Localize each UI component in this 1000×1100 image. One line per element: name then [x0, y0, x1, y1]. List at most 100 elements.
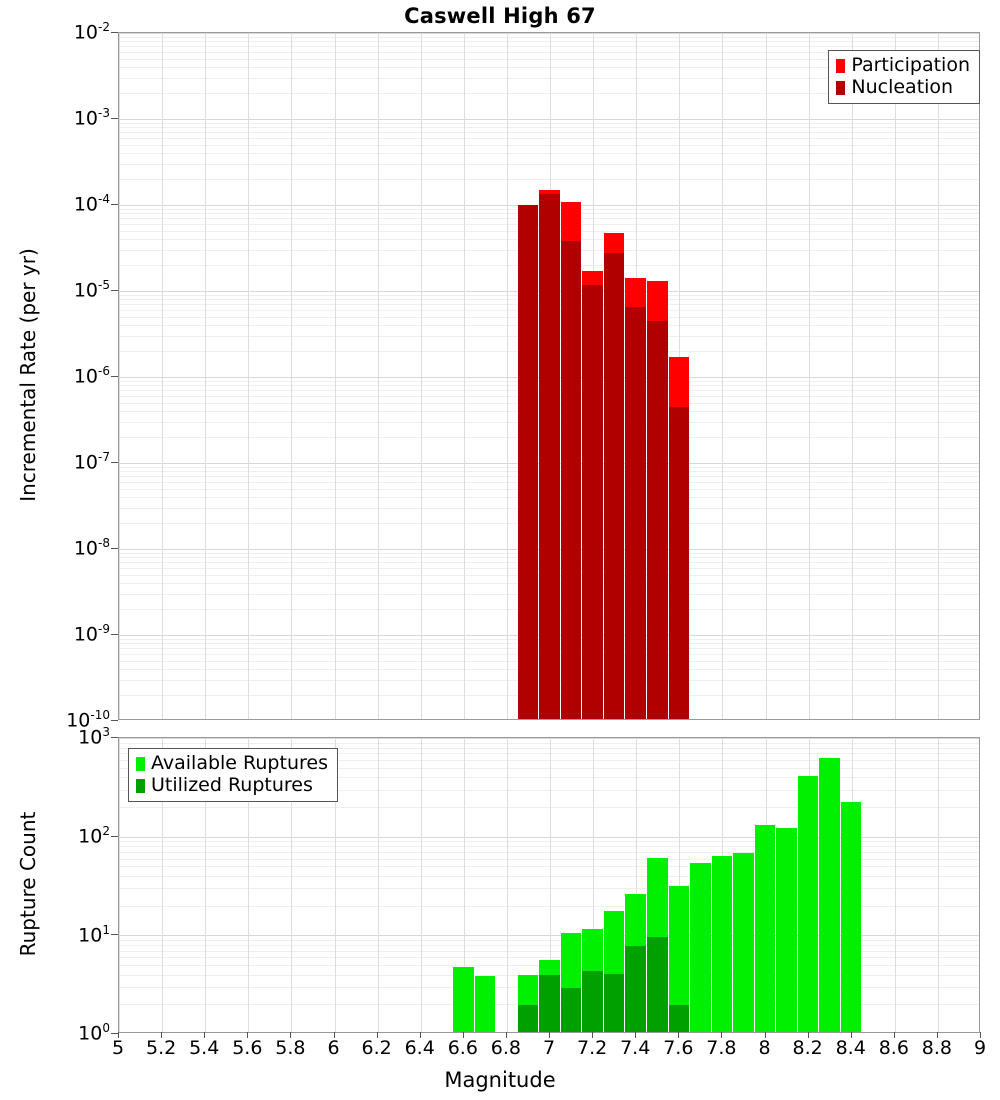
- gridline-minor: [119, 123, 979, 124]
- gridline-vertical: [938, 33, 939, 719]
- gridline-vertical: [938, 738, 939, 1032]
- y-tick-label: 101: [78, 922, 110, 946]
- y-tick-label: 10-3: [73, 106, 110, 130]
- x-tick-label: 5: [111, 1037, 125, 1059]
- x-tick-label: 7.2: [576, 1037, 608, 1059]
- gridline-minor: [119, 957, 979, 958]
- y-tick-mark: [111, 737, 118, 738]
- nucleation-bar: [625, 306, 646, 719]
- gridline-vertical: [722, 33, 723, 719]
- legend-label: Nucleation: [851, 76, 954, 98]
- y-tick-mark: [111, 32, 118, 33]
- utilized-ruptures-bar: [560, 987, 582, 1032]
- x-tick-label: 7: [542, 1037, 556, 1059]
- gridline-vertical: [162, 33, 163, 719]
- x-tick-mark: [980, 1032, 981, 1038]
- x-tick-label: 6: [327, 1037, 340, 1059]
- x-tick-label: 5.4: [189, 1037, 220, 1059]
- gridline-minor: [119, 777, 979, 778]
- gridline-vertical: [464, 738, 465, 1032]
- nucleation-bar: [539, 193, 560, 719]
- gridline-major: [119, 738, 979, 739]
- x-tick-mark: [937, 1032, 938, 1038]
- gridline-vertical: [679, 738, 680, 1032]
- y-tick-mark: [111, 462, 118, 463]
- nucleation-bar: [603, 253, 625, 719]
- gridline-vertical: [593, 738, 594, 1032]
- gridline-minor: [119, 743, 979, 744]
- available-ruptures-bar: [453, 966, 474, 1032]
- x-tick-mark: [808, 1032, 809, 1038]
- x-tick-label: 7.4: [620, 1037, 651, 1059]
- gridline-vertical: [119, 738, 120, 1032]
- nucleation-bar: [668, 407, 690, 719]
- gridline-vertical: [291, 738, 292, 1032]
- legend-item-utilized-ruptures: Utilized Ruptures: [136, 776, 328, 795]
- gridline-major: [119, 119, 979, 120]
- y-tick-mark: [111, 376, 118, 377]
- page-title: Caswell High 67: [404, 4, 596, 28]
- x-tick-label: 6.8: [490, 1037, 521, 1059]
- y-tick-label: 10-8: [73, 536, 110, 560]
- available-ruptures-bar: [819, 757, 840, 1032]
- utilized-ruptures-bar: [603, 973, 625, 1032]
- gridline-vertical: [636, 738, 637, 1032]
- gridline-vertical: [378, 33, 379, 719]
- y-tick-label: 10-6: [73, 364, 110, 388]
- legend-item-participation: Participation: [836, 56, 970, 75]
- available-ruptures-bar: [668, 886, 690, 1032]
- gridline-minor: [119, 846, 979, 847]
- gridline-minor: [119, 93, 979, 94]
- gridline-minor: [119, 841, 979, 842]
- x-tick-mark: [290, 1032, 291, 1038]
- y-tick-mark: [111, 836, 118, 837]
- gridline-minor: [119, 78, 979, 79]
- y-tick-label: 10-10: [66, 708, 110, 732]
- utilized-ruptures-bar: [582, 970, 603, 1032]
- gridline-minor: [119, 52, 979, 53]
- y-tick-mark: [111, 720, 118, 721]
- gridline-vertical: [335, 738, 336, 1032]
- x-tick-label: 8.8: [921, 1037, 952, 1059]
- legend-item-nucleation: Nucleation: [836, 78, 970, 97]
- gridline-minor: [119, 145, 979, 146]
- y-tick-mark: [111, 548, 118, 549]
- gridline-minor: [119, 906, 979, 907]
- available-ruptures-bar: [474, 975, 496, 1032]
- gridline-minor: [119, 164, 979, 165]
- gridline-minor: [119, 132, 979, 133]
- x-tick-mark: [118, 1032, 119, 1038]
- gridline-minor: [119, 876, 979, 877]
- gridline-minor: [119, 768, 979, 769]
- x-tick-mark: [678, 1032, 679, 1038]
- rate-plot-area: [118, 32, 980, 720]
- x-tick-mark: [161, 1032, 162, 1038]
- legend-swatch-participation: [836, 58, 846, 73]
- gridline-minor: [119, 790, 979, 791]
- utilized-ruptures-bar: [517, 1004, 539, 1032]
- gridline-minor: [119, 951, 979, 952]
- gridline-vertical: [205, 738, 206, 1032]
- available-ruptures-bar: [711, 855, 733, 1032]
- gridline-vertical: [291, 33, 292, 719]
- x-tick-label: 6.2: [361, 1037, 392, 1059]
- legend-label: Available Ruptures: [151, 752, 328, 774]
- x-tick-label: 8: [758, 1037, 771, 1059]
- gridline-minor: [119, 807, 979, 808]
- gridline-vertical: [895, 33, 896, 719]
- x-axis-label: Magnitude: [444, 1068, 556, 1092]
- gridline-minor: [119, 179, 979, 180]
- gridline-vertical: [335, 33, 336, 719]
- gridline-minor: [119, 127, 979, 128]
- y-tick-label: 10-7: [73, 450, 110, 474]
- gridline-vertical: [421, 33, 422, 719]
- y-tick-label: 10-9: [73, 622, 110, 646]
- incremental-rate-panel: Incremental Rate (per yr) 10-2 10-3 10-4 10…: [16, 20, 980, 732]
- x-tick-label: 9: [973, 1037, 987, 1059]
- gridline-minor: [119, 859, 979, 860]
- gridline-minor: [119, 888, 979, 889]
- x-tick-mark: [635, 1032, 636, 1038]
- x-tick-label: 8.2: [792, 1037, 823, 1059]
- x-tick-mark: [851, 1032, 852, 1038]
- gridline-minor: [119, 866, 979, 867]
